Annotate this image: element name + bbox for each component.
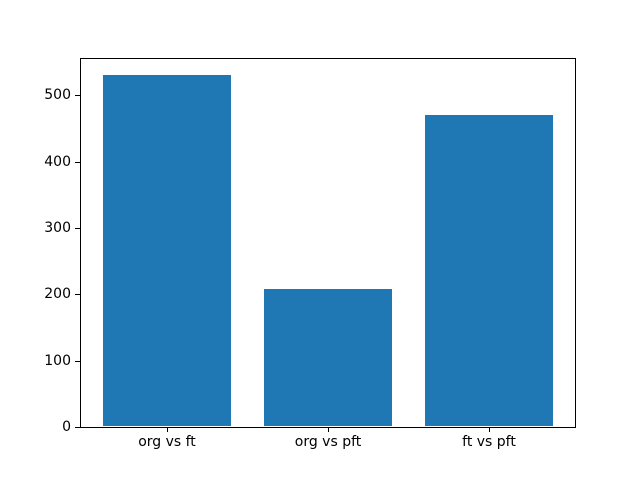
y-tick-label: 400 — [44, 153, 71, 170]
y-tick-label: 300 — [44, 220, 71, 236]
y-tick-mark — [75, 427, 80, 429]
y-tick-label: 500 — [44, 87, 71, 104]
x-tick-mark — [489, 427, 490, 433]
x-tick-label-org-vs-ft: org vs ft — [138, 434, 196, 451]
y-tick-mark — [75, 161, 80, 163]
bar-org-vs-ft — [102, 75, 232, 427]
y-tick-mark — [75, 95, 80, 97]
y-tick-label: 200 — [44, 286, 71, 303]
bar-org-vs-pft — [263, 289, 393, 427]
y-tick-label: 100 — [44, 352, 71, 369]
y-tick-mark — [75, 294, 80, 296]
x-tick-mark — [328, 427, 329, 433]
x-tick-mark — [167, 427, 168, 433]
bar-ft-vs-pft — [424, 115, 554, 427]
y-tick-label: 0 — [62, 419, 71, 436]
x-tick-label-org-vs-pft: org vs pft — [294, 434, 362, 451]
x-tick-label-ft-vs-pft: ft vs pft — [462, 434, 516, 451]
y-tick-mark — [75, 360, 80, 362]
y-tick-mark — [75, 228, 80, 229]
